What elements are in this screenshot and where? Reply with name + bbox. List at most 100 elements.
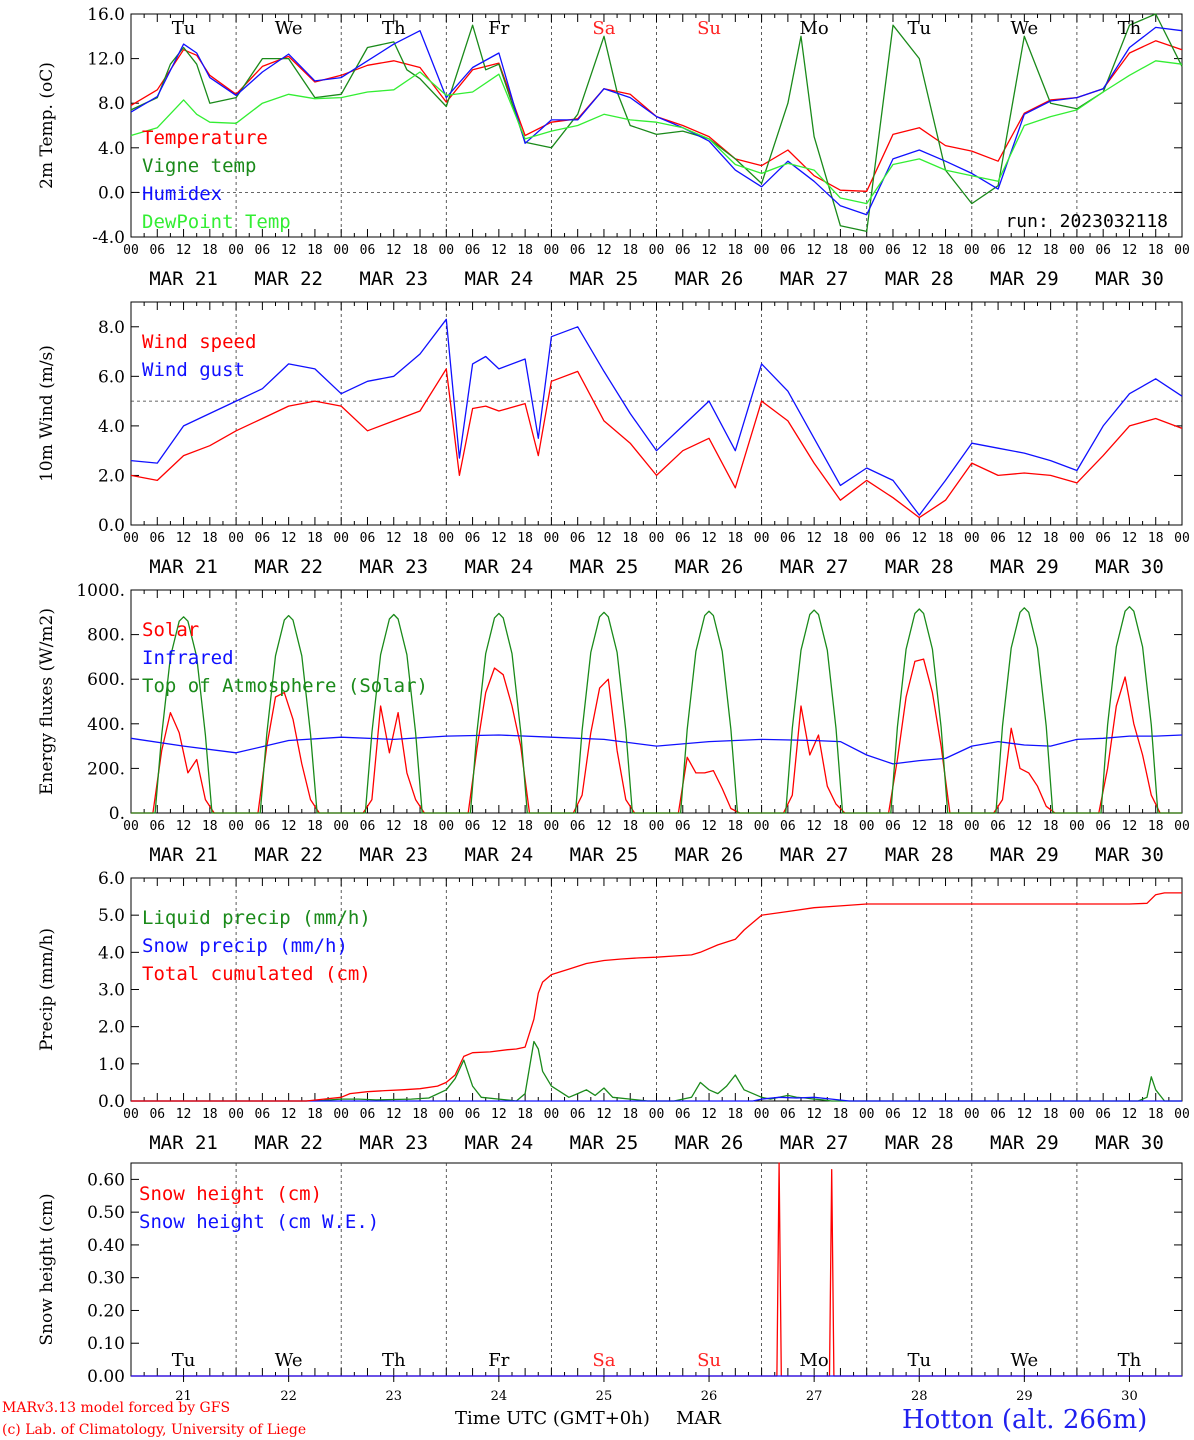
- wind-hour-label: 18: [202, 531, 218, 546]
- temp-hour-label: 06: [465, 243, 481, 258]
- day-name-label: Th: [382, 1350, 406, 1371]
- day-name-label: Mo: [800, 18, 829, 39]
- precip-series-total-cumulated-cm-: [131, 892, 1182, 1102]
- wind-y-tick-label: 6.0: [98, 367, 125, 387]
- precip-hour-label: 00: [964, 1107, 980, 1122]
- wind-hour-label: 12: [701, 531, 717, 546]
- precip-hour-label: 00: [228, 1107, 244, 1122]
- precip-y-tick-label: 1.0: [98, 1055, 125, 1075]
- snow-y-tick-label: 0.60: [87, 1170, 125, 1190]
- temp-hour-label: 00: [859, 243, 875, 258]
- temp-hour-label: 18: [517, 243, 533, 258]
- precip-hour-label: 00: [544, 1107, 560, 1122]
- snow-y-tick-label: 0.00: [87, 1367, 125, 1387]
- precip-hour-label: 18: [1148, 1107, 1164, 1122]
- flux-hour-label: 06: [1095, 819, 1111, 834]
- flux-hour-label: 00: [1069, 819, 1085, 834]
- flux-hour-label: 12: [1122, 819, 1138, 834]
- flux-series-infrared: [130, 734, 1183, 765]
- wind-hour-label: 18: [1043, 531, 1059, 546]
- flux-hour-label: 18: [833, 819, 849, 834]
- precip-hour-label: 00: [859, 1107, 875, 1122]
- flux-y-tick-label: 1000.: [76, 581, 125, 601]
- precip-hour-label: 00: [1069, 1107, 1085, 1122]
- wind-hour-label: 00: [123, 531, 139, 546]
- temp-hour-label: 06: [780, 243, 796, 258]
- wind-hour-label: 18: [1148, 531, 1164, 546]
- wind-hour-label: 12: [491, 531, 507, 546]
- flux-series-top-of-atmosphere-solar-: [131, 606, 1182, 814]
- flux-hour-label: 00: [333, 819, 349, 834]
- wind-hour-label: 00: [1069, 531, 1085, 546]
- credit-line-1: MARv3.13 model forced by GFS: [2, 1400, 230, 1416]
- wind-y-tick-label: 4.0: [98, 417, 125, 437]
- snow-date-number: 27: [806, 1389, 823, 1404]
- temp-hour-label: 06: [255, 243, 271, 258]
- precip-date-label: MAR 25: [570, 1132, 639, 1154]
- temp-hour-label: 12: [911, 243, 927, 258]
- temp-hour-label: 06: [360, 243, 376, 258]
- flux-hour-label: 00: [438, 819, 454, 834]
- day-name-label: We: [1011, 1350, 1039, 1371]
- snow-date-number: 29: [1016, 1389, 1033, 1404]
- flux-hour-label: 06: [255, 819, 271, 834]
- wind-hour-label: 12: [806, 531, 822, 546]
- precip-hour-label: 12: [1017, 1107, 1033, 1122]
- day-name-label: Th: [1118, 1350, 1142, 1371]
- temp-hour-label: 00: [1174, 243, 1190, 258]
- day-name-label: Su: [697, 1350, 721, 1371]
- wind-hour-label: 06: [780, 531, 796, 546]
- temp-hour-label: 00: [123, 243, 139, 258]
- temp-y-tick-label: 12.0: [87, 50, 125, 70]
- temp-series-dewpoint-temp: [130, 60, 1183, 205]
- day-name-label: Th: [1118, 18, 1142, 39]
- precip-y-tick-label: 2.0: [98, 1018, 125, 1038]
- precip-y-axis-label: Precip (mm/h): [37, 928, 57, 1051]
- precip-date-label: MAR 22: [254, 1132, 323, 1154]
- precip-hour-label: 00: [1174, 1107, 1190, 1122]
- day-name-label: Mo: [800, 1350, 829, 1371]
- precip-hour-label: 06: [885, 1107, 901, 1122]
- wind-y-tick-label: 0.0: [98, 516, 125, 536]
- bottom-axis: 21 22 23 24 25 26 27 28 29 30: [175, 1376, 1138, 1404]
- wind-hour-label: 06: [990, 531, 1006, 546]
- temp-hour-label: 12: [1122, 243, 1138, 258]
- wind-hour-label: 06: [570, 531, 586, 546]
- temp-hour-label: 12: [176, 243, 192, 258]
- precip-hour-label: 00: [123, 1107, 139, 1122]
- wind-date-label: MAR 28: [885, 556, 954, 578]
- flux-hour-label: 18: [202, 819, 218, 834]
- wind-legend-entry: Wind gust: [142, 359, 245, 381]
- wind-hour-label: 12: [1017, 531, 1033, 546]
- flux-hour-label: 06: [990, 819, 1006, 834]
- temp-date-label: MAR 27: [780, 268, 849, 290]
- flux-hour-label: 12: [596, 819, 612, 834]
- temp-hour-label: 18: [833, 243, 849, 258]
- flux-hour-label: 12: [806, 819, 822, 834]
- wind-hour-label: 12: [1122, 531, 1138, 546]
- flux-y-axis-label: Energy fluxes (W/m2): [37, 608, 57, 795]
- wind-hour-label: 06: [885, 531, 901, 546]
- temp-date-label: MAR 22: [254, 268, 323, 290]
- precip-date-label: MAR 28: [885, 1132, 954, 1154]
- day-name-label: Sa: [592, 18, 615, 39]
- flux-hour-label: 06: [465, 819, 481, 834]
- flux-hour-label: 00: [1174, 819, 1190, 834]
- day-name-label: Fr: [488, 18, 509, 39]
- flux-frame: [130, 589, 1183, 814]
- temp-legend-entry: Temperature: [142, 127, 268, 149]
- temp-hour-label: 06: [885, 243, 901, 258]
- temp-y-axis-label: 2m Temp. (oC): [37, 62, 57, 189]
- snow-legend-entry: Snow height (cm W.E.): [139, 1211, 379, 1233]
- flux-hour-label: 12: [176, 819, 192, 834]
- snow-date-number: 25: [596, 1389, 613, 1404]
- flux-hour-label: 18: [938, 819, 954, 834]
- wind-hour-label: 18: [307, 531, 323, 546]
- temp-date-label: MAR 30: [1095, 268, 1164, 290]
- temp-y-tick-label: 4.0: [98, 139, 125, 159]
- temp-hour-label: 12: [386, 243, 402, 258]
- precip-hour-label: 00: [438, 1107, 454, 1122]
- panel-snow: 0.00 0.10 0.20 0.30 0.40 0.50 0.60 Snow height …: [37, 1162, 1183, 1387]
- precip-hour-label: 18: [938, 1107, 954, 1122]
- flux-hour-label: 00: [754, 819, 770, 834]
